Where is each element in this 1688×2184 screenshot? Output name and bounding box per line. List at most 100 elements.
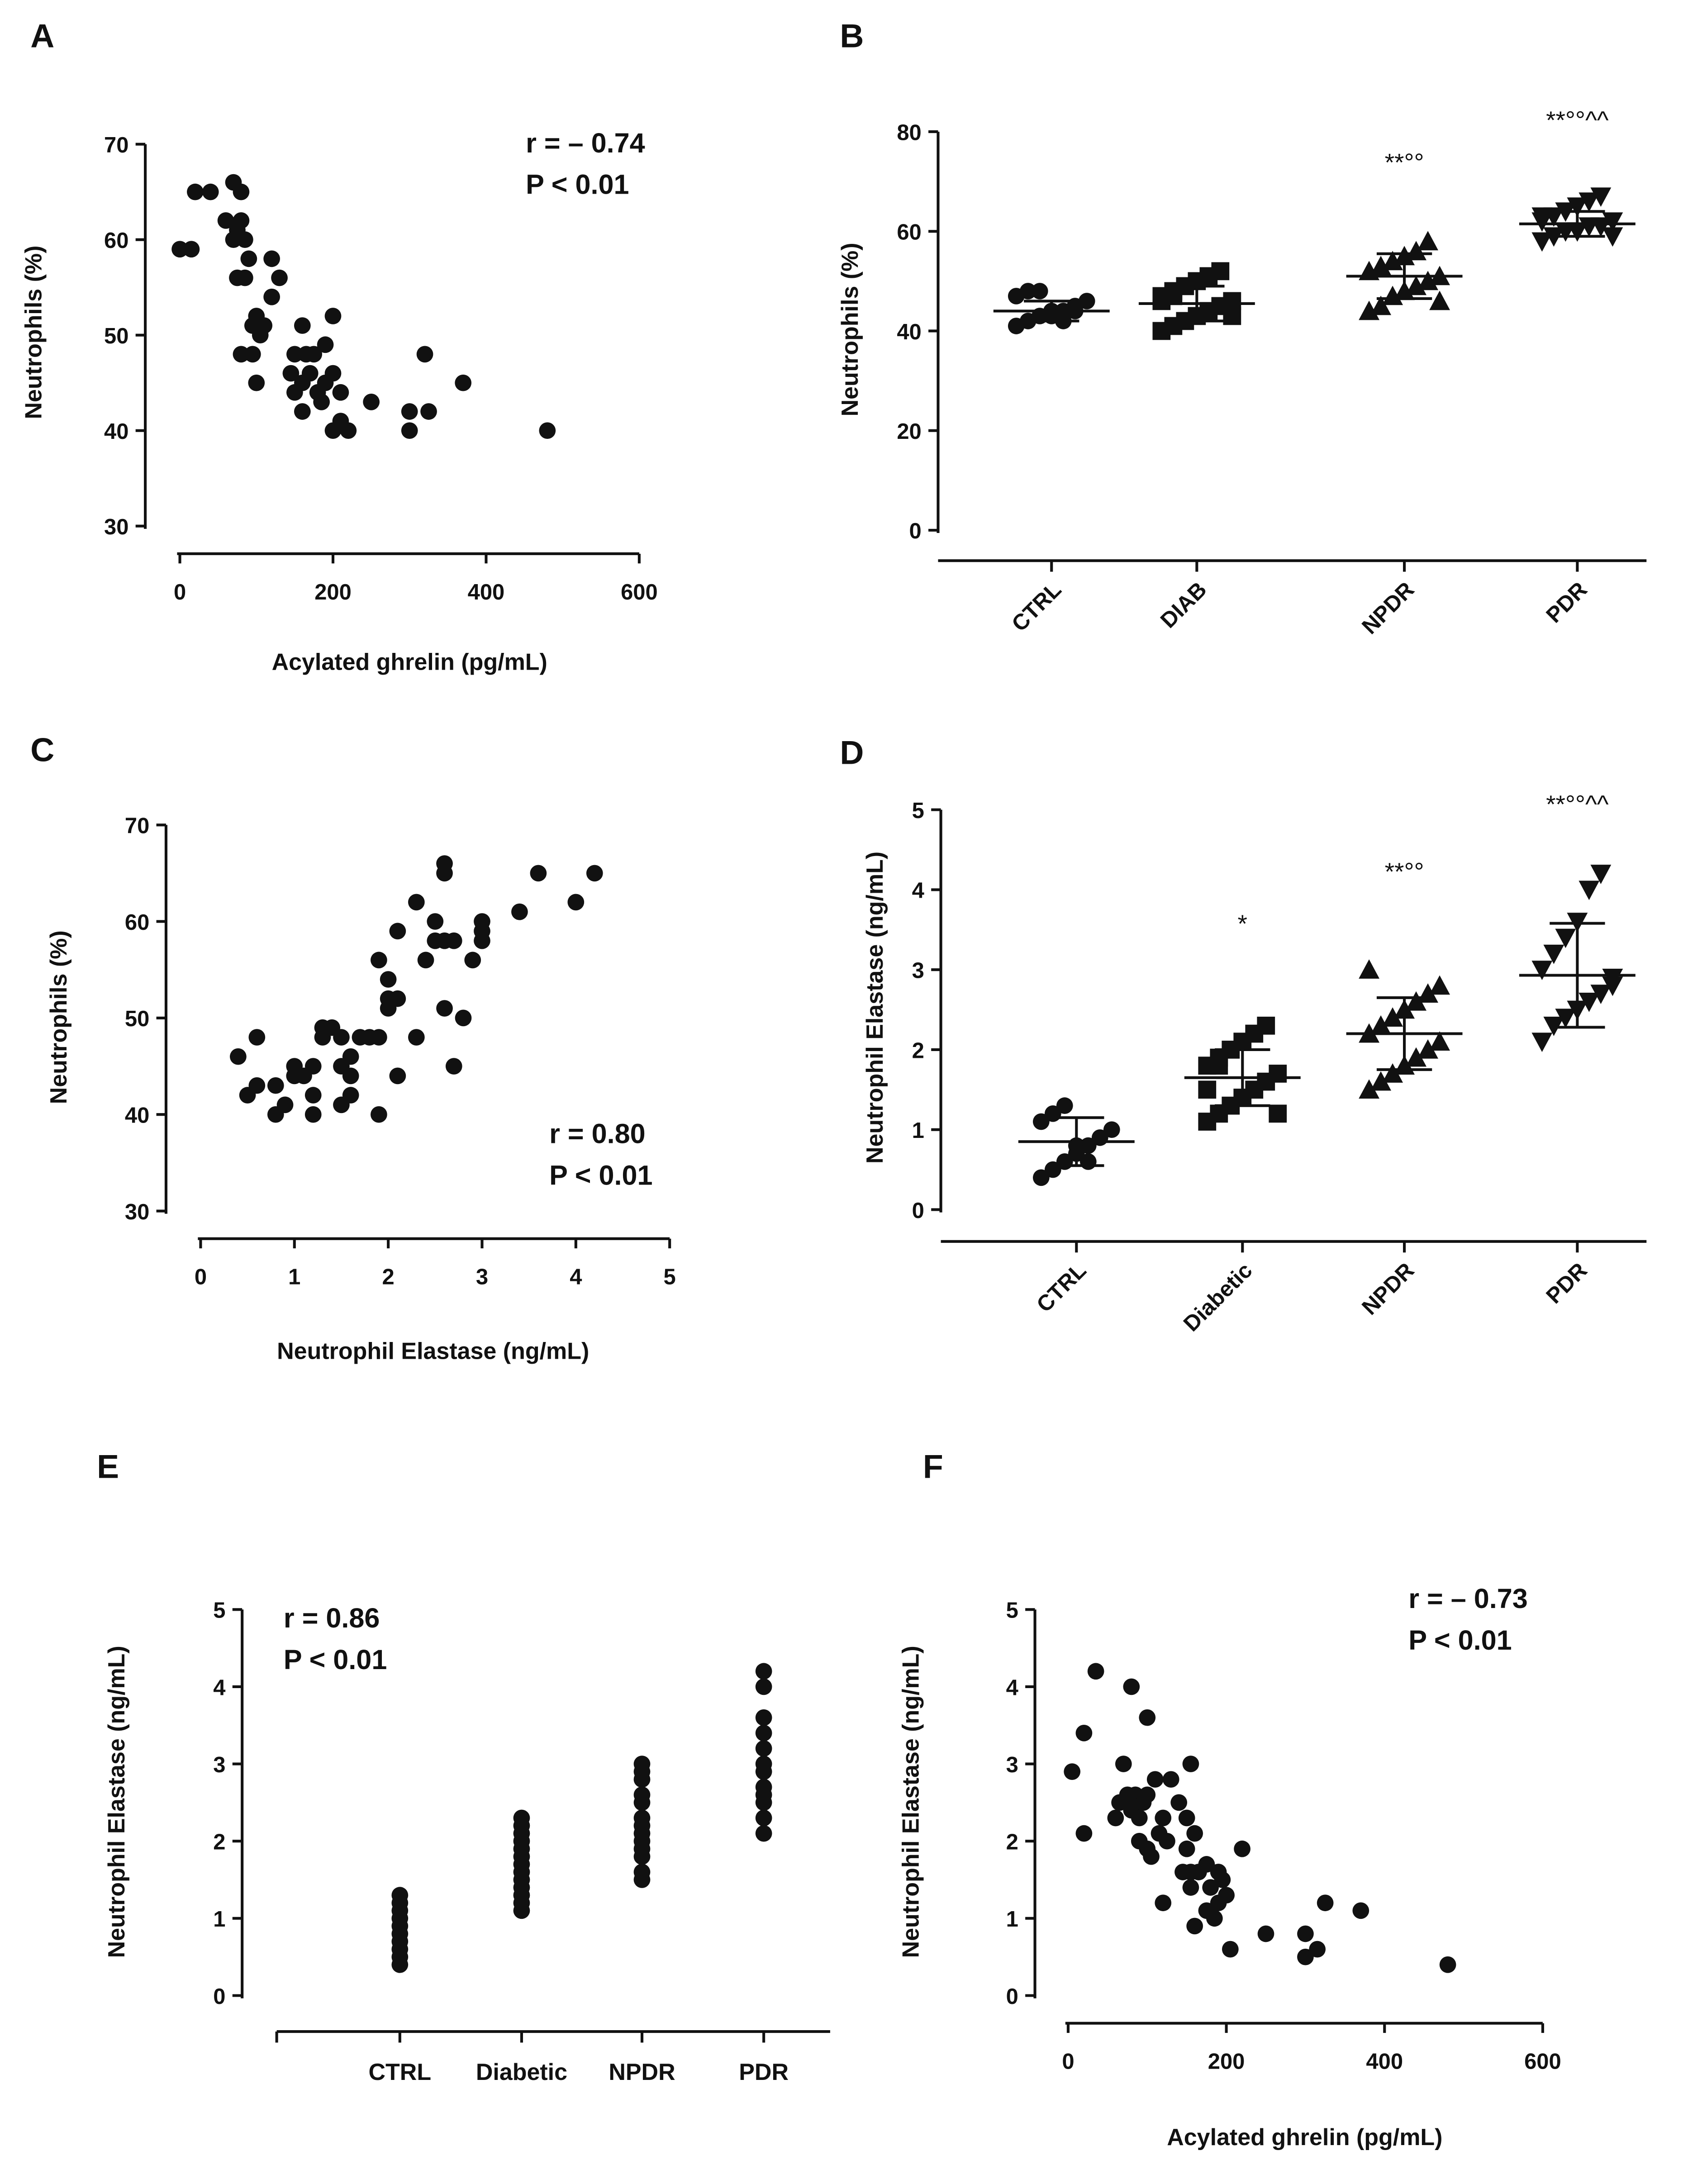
data-point bbox=[1309, 1941, 1326, 1958]
group-diabetic bbox=[513, 1809, 530, 1919]
data-point bbox=[230, 1048, 247, 1065]
data-point bbox=[1590, 217, 1612, 237]
data-point bbox=[1406, 1047, 1427, 1067]
data-point bbox=[1019, 283, 1037, 300]
data-point bbox=[233, 346, 250, 363]
data-point bbox=[183, 241, 200, 258]
data-point bbox=[755, 1779, 772, 1796]
x-category-label: NPDR bbox=[1357, 1258, 1419, 1320]
x-category-label: PDR bbox=[739, 2059, 789, 2085]
data-point bbox=[282, 365, 300, 382]
group-pdr: **°°^^ bbox=[1519, 790, 1636, 1052]
data-point bbox=[233, 212, 250, 229]
x-category-label: DIAB bbox=[1156, 577, 1212, 633]
data-point bbox=[1178, 1840, 1195, 1857]
y-tick-label: 0 bbox=[909, 519, 922, 543]
data-point bbox=[1602, 227, 1623, 247]
data-point bbox=[1257, 1017, 1275, 1035]
panel-e: E 0 1 2 3 4 5 Neutrophil Elastase (ng/mL) CTRL Di… bbox=[97, 1448, 830, 2085]
data-point bbox=[1590, 985, 1612, 1004]
data-point bbox=[1555, 928, 1576, 948]
data-point bbox=[371, 1029, 387, 1046]
data-point bbox=[1056, 1097, 1073, 1114]
group-ctrl bbox=[993, 283, 1110, 334]
y-tick-label: 0 bbox=[912, 1199, 924, 1223]
data-point bbox=[445, 1058, 462, 1075]
data-point bbox=[1382, 1063, 1403, 1083]
data-point bbox=[755, 1678, 772, 1695]
data-point bbox=[313, 394, 330, 410]
x-tick-label: 3 bbox=[476, 1265, 488, 1289]
data-point bbox=[1078, 293, 1095, 309]
data-point bbox=[371, 952, 387, 969]
data-point bbox=[1602, 976, 1623, 996]
y-tick-label: 70 bbox=[104, 133, 128, 157]
data-point bbox=[1579, 992, 1600, 1012]
data-point bbox=[1370, 1071, 1392, 1091]
y-tick-label: 1 bbox=[213, 1907, 225, 1932]
x-tick-label: 200 bbox=[314, 580, 352, 604]
data-point bbox=[267, 1077, 284, 1094]
data-point bbox=[1439, 1956, 1456, 1973]
y-tick-label: 4 bbox=[912, 879, 924, 903]
data-point bbox=[567, 894, 585, 911]
data-point bbox=[248, 1029, 266, 1046]
data-point bbox=[1406, 991, 1427, 1011]
x-tick-label: 2 bbox=[382, 1265, 395, 1289]
data-point bbox=[416, 346, 433, 363]
correlation-label: r = – 0.73 bbox=[1408, 1583, 1528, 1614]
data-point bbox=[427, 913, 444, 930]
panel-label: A bbox=[30, 18, 54, 55]
data-point bbox=[342, 1087, 359, 1104]
data-point bbox=[1198, 1080, 1217, 1099]
x-category-label: CTRL bbox=[1007, 577, 1066, 636]
data-point bbox=[1103, 1121, 1120, 1138]
x-axis-label: Neutrophil Elastase (ng/mL) bbox=[277, 1338, 589, 1365]
data-point bbox=[1555, 1009, 1576, 1028]
data-point bbox=[171, 241, 188, 258]
data-point bbox=[1429, 1031, 1450, 1051]
y-tick-label: 20 bbox=[897, 419, 921, 444]
data-point bbox=[1087, 1663, 1104, 1680]
y-tick-label: 60 bbox=[125, 910, 149, 935]
group-ctrl bbox=[1018, 1097, 1135, 1186]
data-point bbox=[1211, 262, 1230, 281]
group-ctrl bbox=[391, 1887, 409, 1973]
data-point bbox=[1214, 1871, 1231, 1888]
y-tick-label: 30 bbox=[125, 1200, 149, 1224]
data-point bbox=[244, 346, 261, 363]
data-point bbox=[1359, 1079, 1380, 1099]
data-point bbox=[1382, 285, 1403, 305]
data-point bbox=[342, 1067, 359, 1085]
data-point bbox=[417, 952, 434, 969]
y-tick-label: 5 bbox=[1006, 1599, 1018, 1623]
data-point bbox=[294, 317, 311, 334]
data-point bbox=[455, 1009, 472, 1027]
data-point bbox=[1406, 276, 1427, 295]
data-point bbox=[371, 1106, 387, 1123]
x-tick-label: 600 bbox=[1524, 2050, 1561, 2074]
y-tick-label: 40 bbox=[104, 419, 128, 444]
data-point bbox=[1178, 1809, 1195, 1827]
data-point bbox=[1210, 1056, 1228, 1075]
x-tick-label: 4 bbox=[570, 1265, 582, 1289]
data-point bbox=[1590, 187, 1612, 207]
data-point bbox=[340, 422, 357, 439]
data-point bbox=[1170, 1794, 1188, 1811]
data-point bbox=[530, 865, 547, 882]
data-point bbox=[225, 231, 242, 248]
data-point bbox=[464, 952, 481, 969]
data-point bbox=[1579, 192, 1600, 212]
group-npdr: **°° bbox=[1346, 857, 1463, 1099]
data-point bbox=[202, 183, 219, 200]
data-point bbox=[1543, 944, 1564, 964]
data-point bbox=[1186, 1825, 1203, 1842]
data-point bbox=[363, 394, 380, 410]
data-point bbox=[1382, 251, 1403, 271]
data-point bbox=[1223, 307, 1241, 325]
data-point bbox=[1382, 1007, 1403, 1027]
y-tick-label: 30 bbox=[104, 515, 128, 539]
data-point bbox=[237, 269, 253, 286]
data-point bbox=[1531, 961, 1553, 980]
data-point bbox=[633, 1786, 651, 1803]
